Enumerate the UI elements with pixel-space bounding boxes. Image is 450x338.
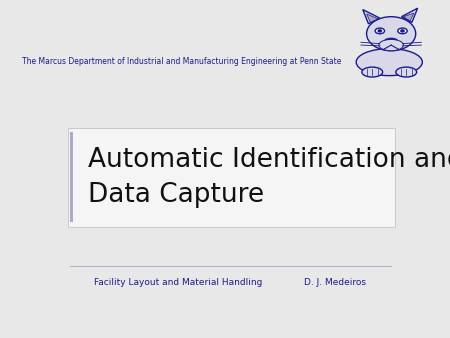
Text: Facility Layout and Material Handling: Facility Layout and Material Handling	[94, 278, 262, 287]
Text: Automatic Identification and
Data Capture: Automatic Identification and Data Captur…	[88, 147, 450, 208]
FancyBboxPatch shape	[68, 128, 395, 227]
Ellipse shape	[356, 49, 423, 76]
Ellipse shape	[396, 67, 417, 77]
Bar	[70, 132, 73, 222]
Ellipse shape	[362, 67, 382, 77]
Ellipse shape	[398, 28, 407, 34]
Polygon shape	[401, 8, 418, 22]
Ellipse shape	[375, 28, 385, 34]
Polygon shape	[404, 13, 414, 21]
Polygon shape	[367, 14, 378, 22]
Ellipse shape	[367, 17, 416, 51]
Ellipse shape	[400, 29, 405, 33]
Polygon shape	[363, 9, 380, 24]
Ellipse shape	[379, 40, 404, 51]
Text: The Marcus Department of Industrial and Manufacturing Engineering at Penn State: The Marcus Department of Industrial and …	[22, 57, 342, 67]
Ellipse shape	[378, 29, 382, 33]
Text: D. J. Medeiros: D. J. Medeiros	[304, 278, 366, 287]
Ellipse shape	[384, 38, 398, 44]
